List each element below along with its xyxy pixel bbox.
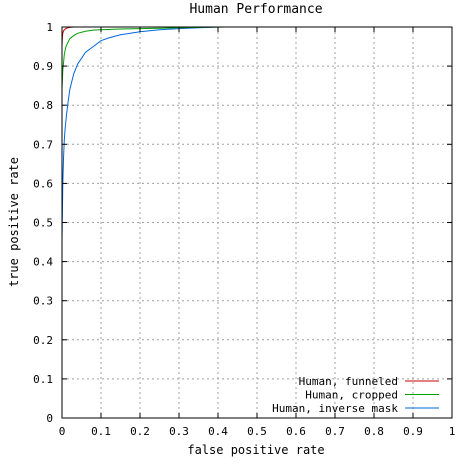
x-axis-label: false positive rate bbox=[187, 443, 324, 457]
y-tick-label: 0.8 bbox=[33, 99, 53, 112]
y-tick-label: 0.1 bbox=[33, 373, 53, 386]
y-tick-label: 0.5 bbox=[33, 217, 53, 230]
x-tick-label: 0.5 bbox=[247, 425, 267, 438]
series-line-human-funneled bbox=[61, 26, 109, 418]
x-tick-label: 0.6 bbox=[286, 425, 306, 438]
y-tick-label: 0.3 bbox=[33, 295, 53, 308]
y-tick-label: 0.6 bbox=[33, 177, 53, 190]
grid-lines bbox=[62, 27, 452, 418]
x-tick-label: 0 bbox=[59, 425, 66, 438]
x-tick-label: 0.8 bbox=[364, 425, 384, 438]
x-tick-label: 0.3 bbox=[169, 425, 189, 438]
x-tick-label: 0.7 bbox=[325, 425, 345, 438]
series-line-human-inverse-mask bbox=[61, 26, 219, 418]
x-tick-label: 0.4 bbox=[208, 425, 228, 438]
chart-title: Human Performance bbox=[189, 2, 322, 17]
series-line-human-cropped bbox=[61, 26, 226, 418]
y-tick-label: 0.4 bbox=[33, 256, 53, 269]
axis-ticks: 0 0.1 0.2 0.3 0.4 0.5 0.6 0.7 0.8 0.9 1 0 0.1 0.2 0.3 0… bbox=[33, 21, 455, 438]
y-tick-label: 0.7 bbox=[33, 138, 53, 151]
x-tick-label: 0.1 bbox=[91, 425, 111, 438]
y-tick-label: 0 bbox=[46, 412, 53, 425]
y-axis-label: true positive rate bbox=[7, 157, 21, 287]
y-tick-label: 0.9 bbox=[33, 60, 53, 73]
legend-label: Human, inverse mask bbox=[272, 402, 398, 415]
y-tick-label: 0.2 bbox=[33, 334, 53, 347]
x-tick-label: 0.2 bbox=[130, 425, 150, 438]
y-tick-label: 1 bbox=[46, 21, 53, 34]
x-tick-label: 0.9 bbox=[403, 425, 423, 438]
x-tick-label: 1 bbox=[449, 425, 456, 438]
legend-label: Human, funneled bbox=[299, 375, 398, 388]
legend-label: Human, cropped bbox=[305, 389, 398, 402]
